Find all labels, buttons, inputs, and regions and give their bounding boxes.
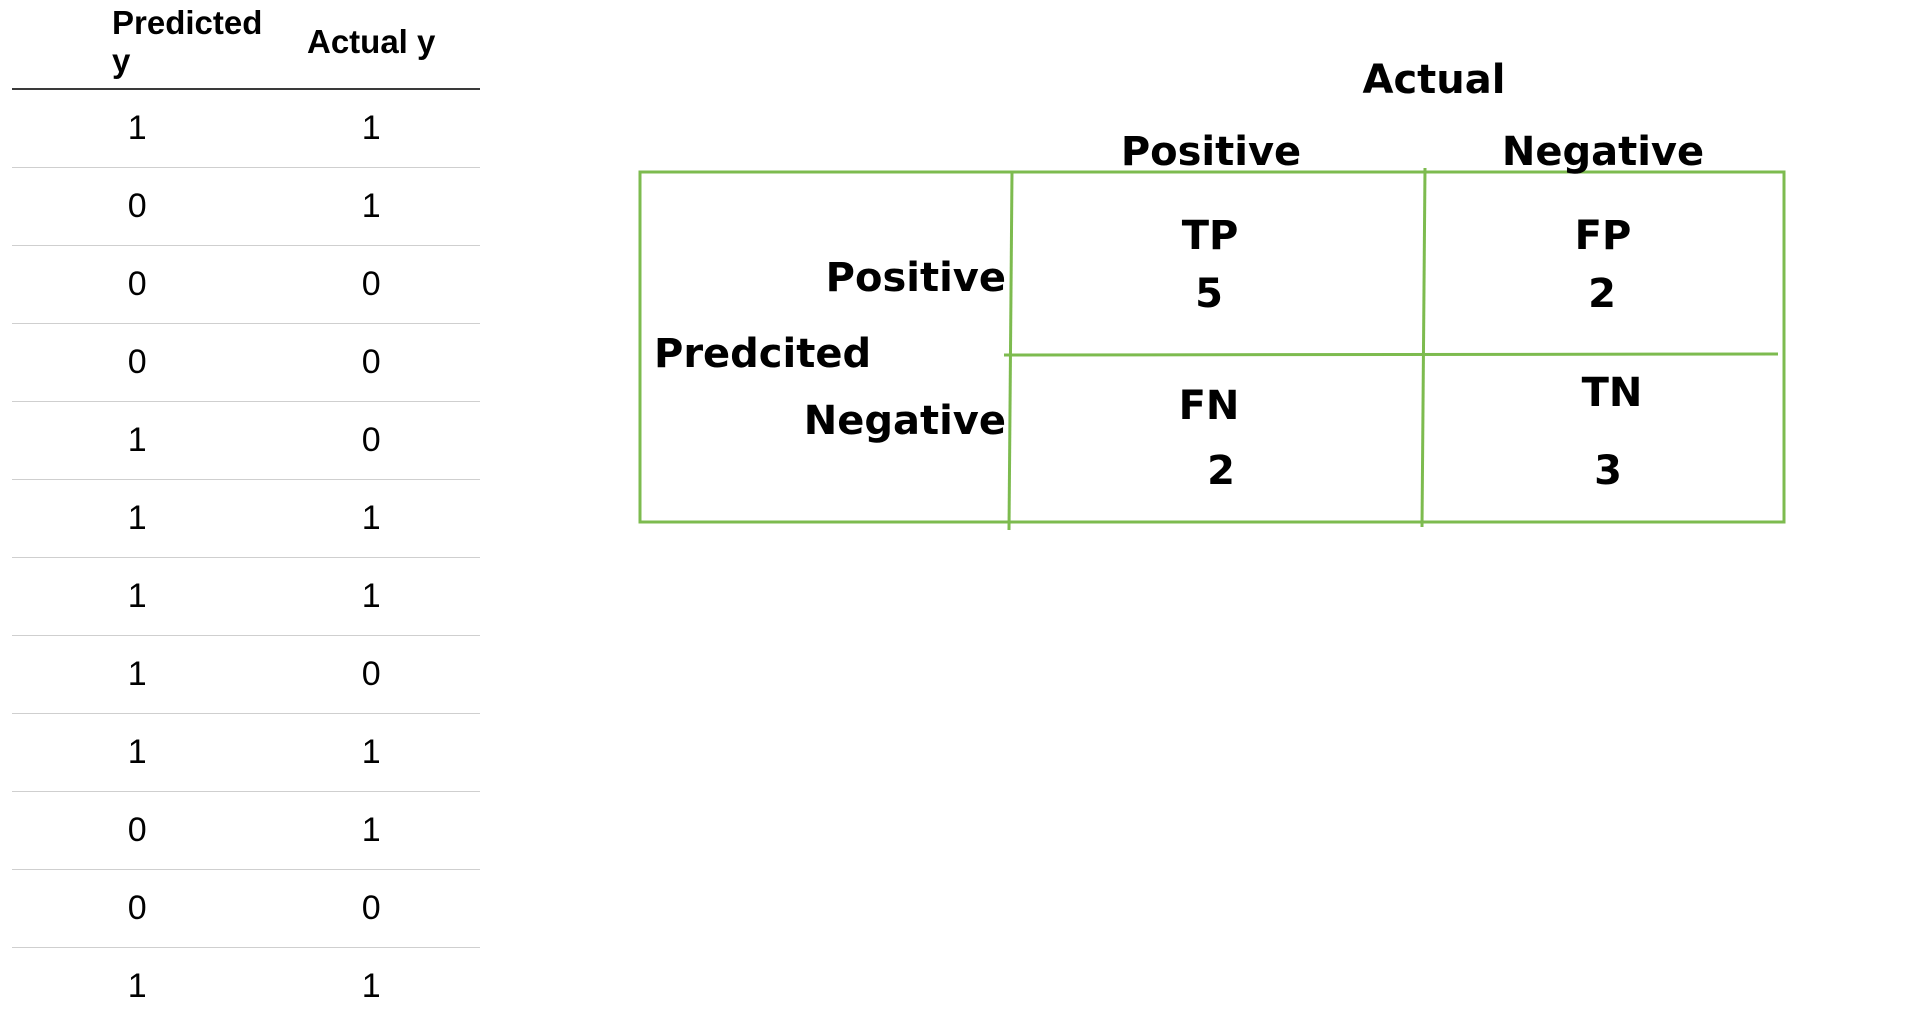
actual-y-cell: 0 [262, 245, 480, 324]
predicted-y-cell: 0 [12, 245, 263, 324]
cell-tp-value: 5 [1195, 271, 1223, 317]
cell-fn-label: FN [1178, 383, 1240, 429]
matrix-divider-horizontal [1003, 352, 1779, 357]
actual-axis-label: Actual [1362, 57, 1506, 103]
col-label-positive: Positive [1120, 129, 1302, 175]
predicted-y-cell: 0 [12, 167, 263, 246]
table-header-row: Predicted y Actual y [12, 0, 480, 90]
predicted-y-cell: 1 [12, 635, 263, 714]
actual-y-cell: 1 [262, 791, 480, 870]
predicted-y-cell: 1 [12, 557, 263, 636]
actual-y-cell: 1 [262, 167, 480, 246]
predicted-y-cell: 1 [12, 479, 263, 558]
predicted-y-cell: 1 [12, 713, 263, 792]
predicted-y-cell: 0 [12, 791, 263, 870]
row-label-positive: Positive [825, 255, 1006, 301]
predicted-y-cell: 1 [127, 967, 147, 1005]
predicted-y-cell: 1 [12, 89, 263, 168]
actual-y-cell: 0 [262, 635, 480, 714]
cell-tn-value: 3 [1594, 448, 1622, 494]
actual-y-cell: 1 [262, 89, 480, 168]
predicted-y-cell: 1 [12, 401, 263, 480]
actual-y-cell: 1 [361, 967, 381, 1005]
matrix-outer-border [638, 170, 1786, 524]
col-label-negative: Negative [1501, 129, 1705, 175]
header-actual-y: Actual y [262, 0, 480, 90]
actual-y-cell: 0 [262, 323, 480, 402]
predicted-y-cell: 0 [12, 323, 263, 402]
cell-fp-value: 2 [1588, 271, 1616, 317]
actual-y-cell: 0 [262, 869, 480, 948]
cell-fp-label: FP [1574, 213, 1632, 259]
actual-y-cell: 1 [262, 557, 480, 636]
matrix-divider-middle [1420, 167, 1427, 528]
predicted-y-cell: 0 [12, 869, 263, 948]
header-predicted-y: Predicted y [12, 0, 263, 90]
actual-y-cell: 1 [262, 713, 480, 792]
actual-y-cell: 1 [262, 479, 480, 558]
actual-y-cell: 0 [262, 401, 480, 480]
matrix-divider-left [1007, 171, 1014, 531]
cell-fn-value: 2 [1207, 448, 1235, 494]
cell-tp-label: TP [1181, 213, 1239, 259]
predicted-axis-label: Predcited [654, 331, 872, 377]
cell-tn-label: TN [1581, 370, 1643, 416]
row-label-negative: Negative [803, 398, 1006, 444]
